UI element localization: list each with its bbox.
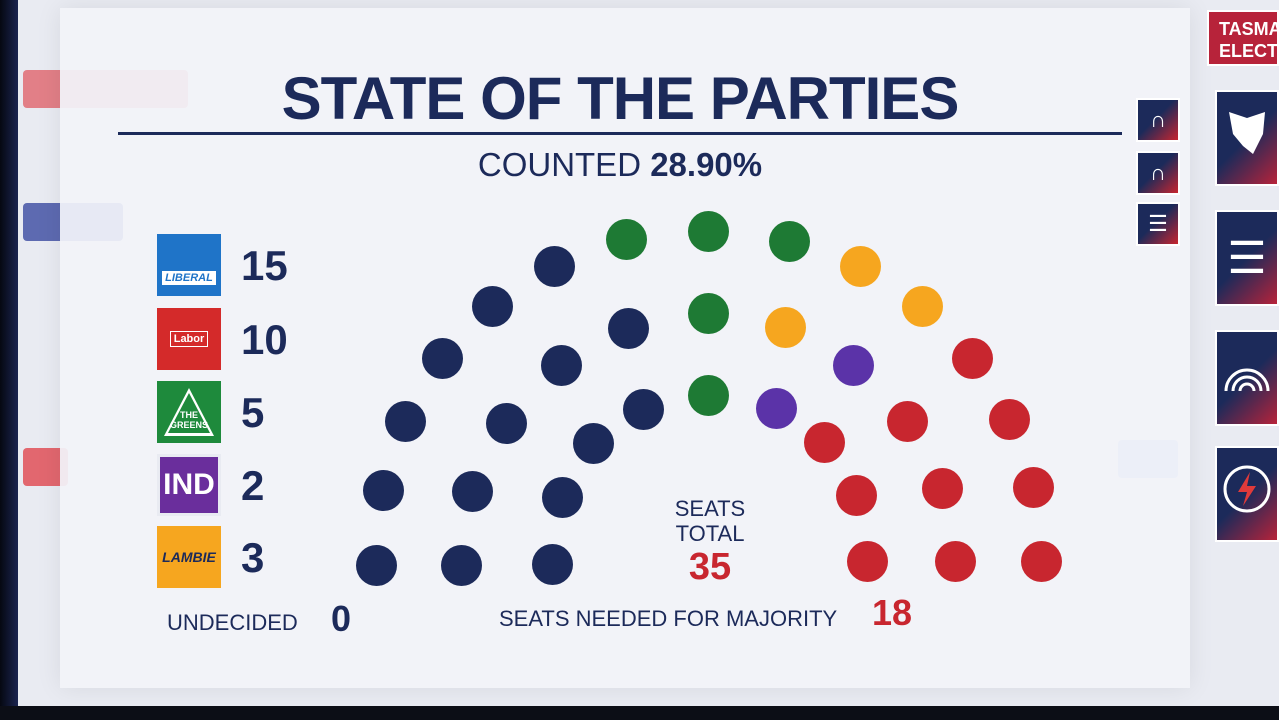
seats-total-value: 35 bbox=[688, 546, 732, 588]
seat-dot-liberal bbox=[573, 423, 614, 464]
screen-bezel bbox=[0, 0, 18, 720]
arc-outline-button[interactable]: ∩ bbox=[1136, 98, 1180, 142]
seat-dot-labor bbox=[989, 399, 1030, 440]
seat-dot-liberal bbox=[452, 471, 493, 512]
seat-dot-liberal bbox=[363, 470, 404, 511]
seat-dot-greens bbox=[606, 219, 647, 260]
bar-chart-icon: ☰ bbox=[1148, 211, 1168, 236]
seat-dot-liberal bbox=[608, 308, 649, 349]
seat-dot-labor bbox=[1013, 467, 1054, 508]
lambie-logo: LAMBIE bbox=[157, 526, 221, 588]
seat-dot-liberal bbox=[542, 477, 583, 518]
seat-dot-greens bbox=[688, 375, 729, 416]
seat-dot-labor bbox=[847, 541, 888, 582]
seat-dot-liberal bbox=[356, 545, 397, 586]
seat-dot-liberal bbox=[541, 345, 582, 386]
undecided-value: 0 bbox=[331, 598, 352, 639]
seat-dot-labor bbox=[952, 338, 993, 379]
counted-label: COUNTED bbox=[477, 146, 642, 183]
seat-dot-lambie bbox=[765, 307, 806, 348]
svg-text:THE: THE bbox=[180, 410, 198, 420]
seat-dot-labor bbox=[836, 475, 877, 516]
svg-text:GREENS: GREENS bbox=[170, 420, 208, 430]
seat-dot-liberal bbox=[486, 403, 527, 444]
arc-outline-icon: ∩ bbox=[1150, 107, 1166, 132]
independent-seat-count: 2 bbox=[241, 462, 265, 509]
liberal-logo: LIBERAL bbox=[157, 234, 221, 296]
lightning-button[interactable] bbox=[1215, 446, 1279, 542]
seat-dot-labor bbox=[804, 422, 845, 463]
seat-dot-liberal bbox=[441, 545, 482, 586]
seat-dot-labor bbox=[887, 401, 928, 442]
seat-dot-greens bbox=[688, 211, 729, 252]
greens-seat-count: 5 bbox=[241, 389, 265, 436]
seat-dot-liberal bbox=[385, 401, 426, 442]
rainbow-arc-button[interactable] bbox=[1215, 330, 1279, 426]
list-icon: ☰ bbox=[1227, 233, 1267, 283]
seat-dot-liberal bbox=[623, 389, 664, 430]
tasmania-map-button[interactable] bbox=[1215, 90, 1279, 186]
seat-dot-liberal bbox=[422, 338, 463, 379]
labor-logo: Labor bbox=[157, 308, 221, 370]
seat-dot-lambie bbox=[902, 286, 943, 327]
lightning-icon bbox=[1222, 464, 1272, 525]
seat-dot-lambie bbox=[840, 246, 881, 287]
liberal-seat-count: 15 bbox=[241, 242, 288, 289]
seat-dot-liberal bbox=[534, 246, 575, 287]
bar-chart-button[interactable]: ☰ bbox=[1136, 202, 1180, 246]
majority-label: SEATS NEEDED FOR MAJORITY bbox=[499, 606, 838, 631]
lambie-seat-count: 3 bbox=[241, 534, 265, 581]
seat-dot-liberal bbox=[472, 286, 513, 327]
list-button[interactable]: ☰ bbox=[1215, 210, 1279, 306]
brand-logo: TASMA ELECT bbox=[1207, 10, 1279, 66]
labor-seat-count: 10 bbox=[241, 316, 288, 363]
greens-logo: THE GREENS bbox=[157, 381, 221, 443]
page-title: STATE OF THE PARTIES bbox=[281, 65, 960, 132]
seat-dot-liberal bbox=[532, 544, 573, 585]
tasmania-map-icon bbox=[1225, 108, 1269, 169]
seat-dot-labor bbox=[935, 541, 976, 582]
seat-dot-labor bbox=[1021, 541, 1062, 582]
arc-solid-button[interactable]: ∩ bbox=[1136, 151, 1180, 195]
seat-dot-labor bbox=[922, 468, 963, 509]
seat-dot-greens bbox=[769, 221, 810, 262]
counted-value: 28.90% bbox=[650, 146, 763, 183]
majority-value: 18 bbox=[872, 592, 913, 633]
seat-dot-independent bbox=[756, 388, 797, 429]
screen-bezel-bottom bbox=[0, 706, 1279, 720]
arc-solid-icon: ∩ bbox=[1150, 160, 1166, 185]
title-divider bbox=[118, 132, 1122, 135]
undecided-label: UNDECIDED bbox=[167, 610, 298, 635]
seat-dot-independent bbox=[833, 345, 874, 386]
rainbow-arc-icon bbox=[1222, 353, 1272, 404]
seat-dot-greens bbox=[688, 293, 729, 334]
independent-logo: IND bbox=[157, 454, 221, 516]
counted-status: COUNTED 28.90% bbox=[118, 146, 1122, 184]
seats-total-label: SEATS TOTAL bbox=[674, 496, 746, 546]
